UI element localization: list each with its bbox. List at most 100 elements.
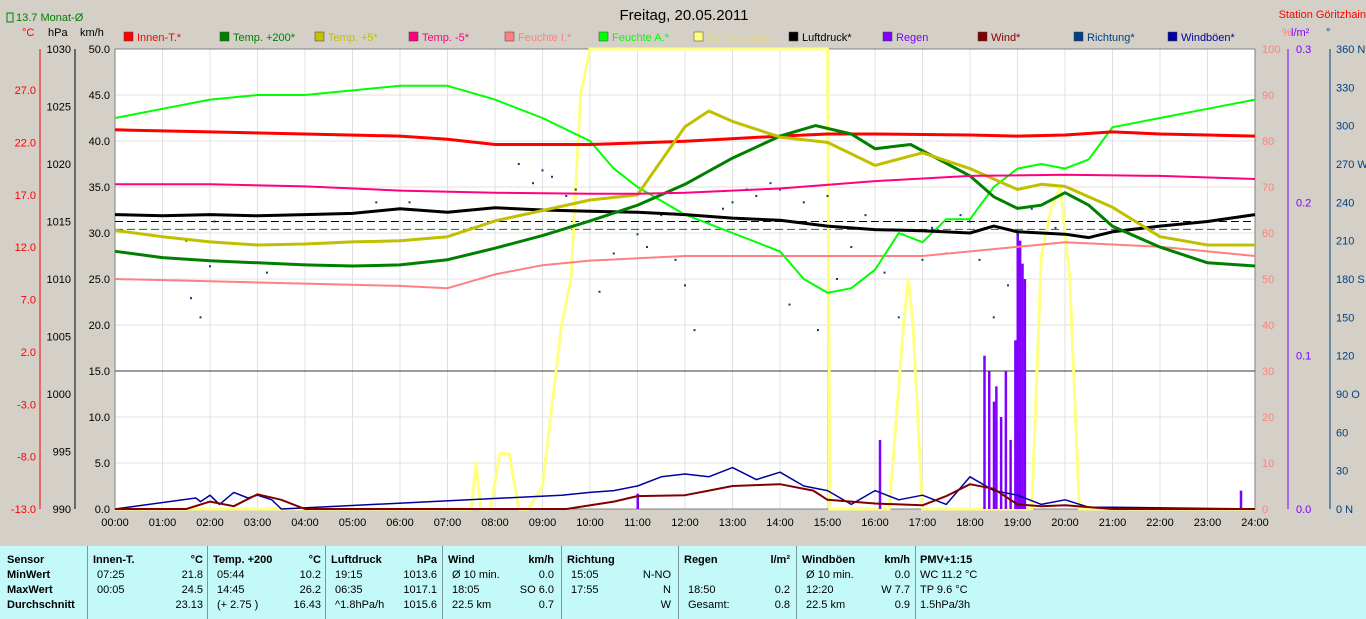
stats-temp200-column: Temp. +200 °C 05:44 10.2 14:45 26.2 (+ 2.75 ) 1… bbox=[213, 554, 321, 616]
rain-tick-label: 0.3 bbox=[1296, 44, 1311, 56]
x-tick-label: 00:00 bbox=[101, 517, 129, 529]
stats-windboen-unit: km/h bbox=[884, 554, 910, 566]
legend-label-richtung: Richtung* bbox=[1087, 32, 1135, 44]
stats-luftdruck-value: 1013.6 bbox=[403, 569, 437, 581]
x-tick-label: 15:00 bbox=[814, 517, 842, 529]
percent-tick-label: 30 bbox=[1262, 366, 1274, 378]
temp-tick-label: 12.0 bbox=[15, 242, 36, 254]
rain-tick-label: 0.0 bbox=[1296, 504, 1311, 516]
kmh-tick-label: 20.0 bbox=[89, 320, 110, 332]
direction-dot bbox=[1007, 284, 1009, 287]
legend: Innen-T.* Temp. +200* Temp. +5* Temp. -5* Fe… bbox=[123, 31, 1236, 44]
kmh-tick-label: 45.0 bbox=[89, 90, 110, 102]
direction-tick-label: 120 bbox=[1336, 351, 1354, 363]
direction-dot bbox=[209, 265, 211, 268]
temp-tick-label: -8.0 bbox=[17, 452, 36, 464]
kmh-tick-label: 40.0 bbox=[89, 136, 110, 148]
direction-dot bbox=[408, 201, 411, 204]
direction-dot bbox=[684, 284, 686, 287]
direction-dot bbox=[931, 226, 933, 229]
stats-regen-value: 0.8 bbox=[774, 599, 790, 611]
stats-richtung-column: Richtung 15:05 N-NO 17:55 N W bbox=[567, 554, 671, 616]
percent-tick-label: 80 bbox=[1262, 136, 1274, 148]
direction-dot bbox=[646, 246, 648, 249]
direction-dot bbox=[213, 220, 216, 223]
direction-dot bbox=[636, 233, 639, 236]
x-tick-label: 23:00 bbox=[1194, 517, 1222, 529]
direction-tick-label: 90 O bbox=[1336, 389, 1360, 401]
legend-swatch-windboen bbox=[1167, 31, 1178, 42]
hpa-tick-label: 990 bbox=[53, 504, 71, 516]
stats-temp200-label: 05:44 bbox=[217, 569, 245, 581]
rain-tick-label: 0.1 bbox=[1296, 351, 1311, 363]
x-tick-label: 08:00 bbox=[481, 517, 509, 529]
x-tick-label: 11:00 bbox=[624, 517, 651, 529]
stats-sensor-title: Sensor bbox=[7, 554, 45, 566]
rain-bar bbox=[1004, 371, 1008, 509]
rain-bar bbox=[1239, 490, 1243, 509]
stats-luftdruck-label: 19:15 bbox=[335, 569, 363, 581]
direction-dot bbox=[551, 175, 553, 178]
series-luftdruck bbox=[114, 206, 1256, 240]
weather-chart: 00:00 01:00 02:00 03:00 04:00 05:00 06:00 07:00… bbox=[6, 7, 1366, 529]
direction-tick-label: 150 bbox=[1336, 312, 1354, 324]
stats-wind-unit: km/h bbox=[528, 554, 554, 566]
stats-luftdruck-label: 06:35 bbox=[335, 584, 363, 596]
direction-dot bbox=[375, 201, 378, 204]
x-tick-label: 17:00 bbox=[909, 517, 937, 529]
rain-bar bbox=[1021, 263, 1024, 509]
stats-wind-value: 0.0 bbox=[538, 569, 554, 581]
legend-label-feuchte_i: Feuchte I.* bbox=[518, 32, 572, 44]
hpa-tick-label: 1025 bbox=[47, 102, 71, 114]
wind-unit-label: km/h bbox=[80, 27, 104, 39]
direction-dot bbox=[541, 169, 544, 172]
stats-wind-value: 0.7 bbox=[538, 599, 554, 611]
direction-dot bbox=[731, 201, 734, 204]
stats-wind-label: 18:05 bbox=[452, 584, 480, 596]
station-name: Station Göritzhain bbox=[1279, 9, 1366, 21]
direction-dot bbox=[969, 220, 971, 223]
percent-tick-label: 0 bbox=[1262, 504, 1268, 516]
legend-label-temp5: Temp. +5* bbox=[328, 32, 379, 44]
legend-swatch-wind bbox=[977, 31, 988, 42]
series-feuchte_i bbox=[114, 241, 1256, 290]
legend-swatch-sonne bbox=[693, 31, 704, 42]
stats-luftdruck-value: 1015.6 bbox=[403, 599, 437, 611]
direction-dot bbox=[779, 188, 781, 191]
x-tick-label: 22:00 bbox=[1146, 517, 1174, 529]
month-avg-label: 13.7 Monat-Ø bbox=[16, 12, 84, 24]
legend-swatch-richtung bbox=[1073, 31, 1084, 42]
direction-tick-label: 240 bbox=[1336, 197, 1354, 209]
x-tick-label: 02:00 bbox=[196, 517, 224, 529]
stats-wind-title: Wind bbox=[448, 554, 475, 566]
stats-sensor-column: Sensor MinWert MaxWert Durchschnitt bbox=[7, 554, 87, 616]
stats-pmv-value: TP 9.6 °C bbox=[920, 584, 968, 596]
x-tick-label: 04:00 bbox=[291, 517, 319, 529]
series-tempm5 bbox=[115, 173, 1256, 195]
legend-label-regen: Regen bbox=[896, 32, 928, 44]
direction-tick-label: 30 bbox=[1336, 466, 1348, 478]
percent-tick-label: 90 bbox=[1262, 90, 1274, 102]
stats-innen-value: 24.5 bbox=[181, 584, 203, 596]
stats-row-max: MaxWert bbox=[7, 584, 53, 596]
temp-tick-label: 22.0 bbox=[15, 137, 36, 149]
direction-dot bbox=[199, 316, 202, 319]
direction-unit-label: ° bbox=[1326, 27, 1330, 39]
percent-tick-label: 40 bbox=[1262, 320, 1274, 332]
stats-temp200-value: 26.2 bbox=[299, 584, 321, 596]
direction-dot bbox=[1054, 226, 1057, 229]
stats-temp200-label: 14:45 bbox=[217, 584, 245, 596]
stats-innen-label: 07:25 bbox=[97, 569, 125, 581]
direction-dot bbox=[532, 182, 534, 185]
percent-tick-label: 60 bbox=[1262, 228, 1274, 240]
legend-label-windboen: Windböen* bbox=[1181, 32, 1236, 44]
rain-bar bbox=[988, 371, 991, 509]
pressure-unit-label: hPa bbox=[48, 27, 68, 39]
direction-dot bbox=[826, 194, 829, 197]
stats-regen-column: Regen l/m² 18:50 0.2 Gesamt: 0.8 bbox=[684, 554, 790, 616]
statistics-panel: Sensor MinWert MaxWert Durchschnitt Inne… bbox=[0, 546, 1366, 619]
legend-label-wind: Wind* bbox=[991, 32, 1021, 44]
legend-label-luftdruck: Luftdruck* bbox=[802, 32, 852, 44]
legend-swatch-regen bbox=[882, 31, 893, 42]
hpa-tick-label: 1020 bbox=[47, 159, 71, 171]
